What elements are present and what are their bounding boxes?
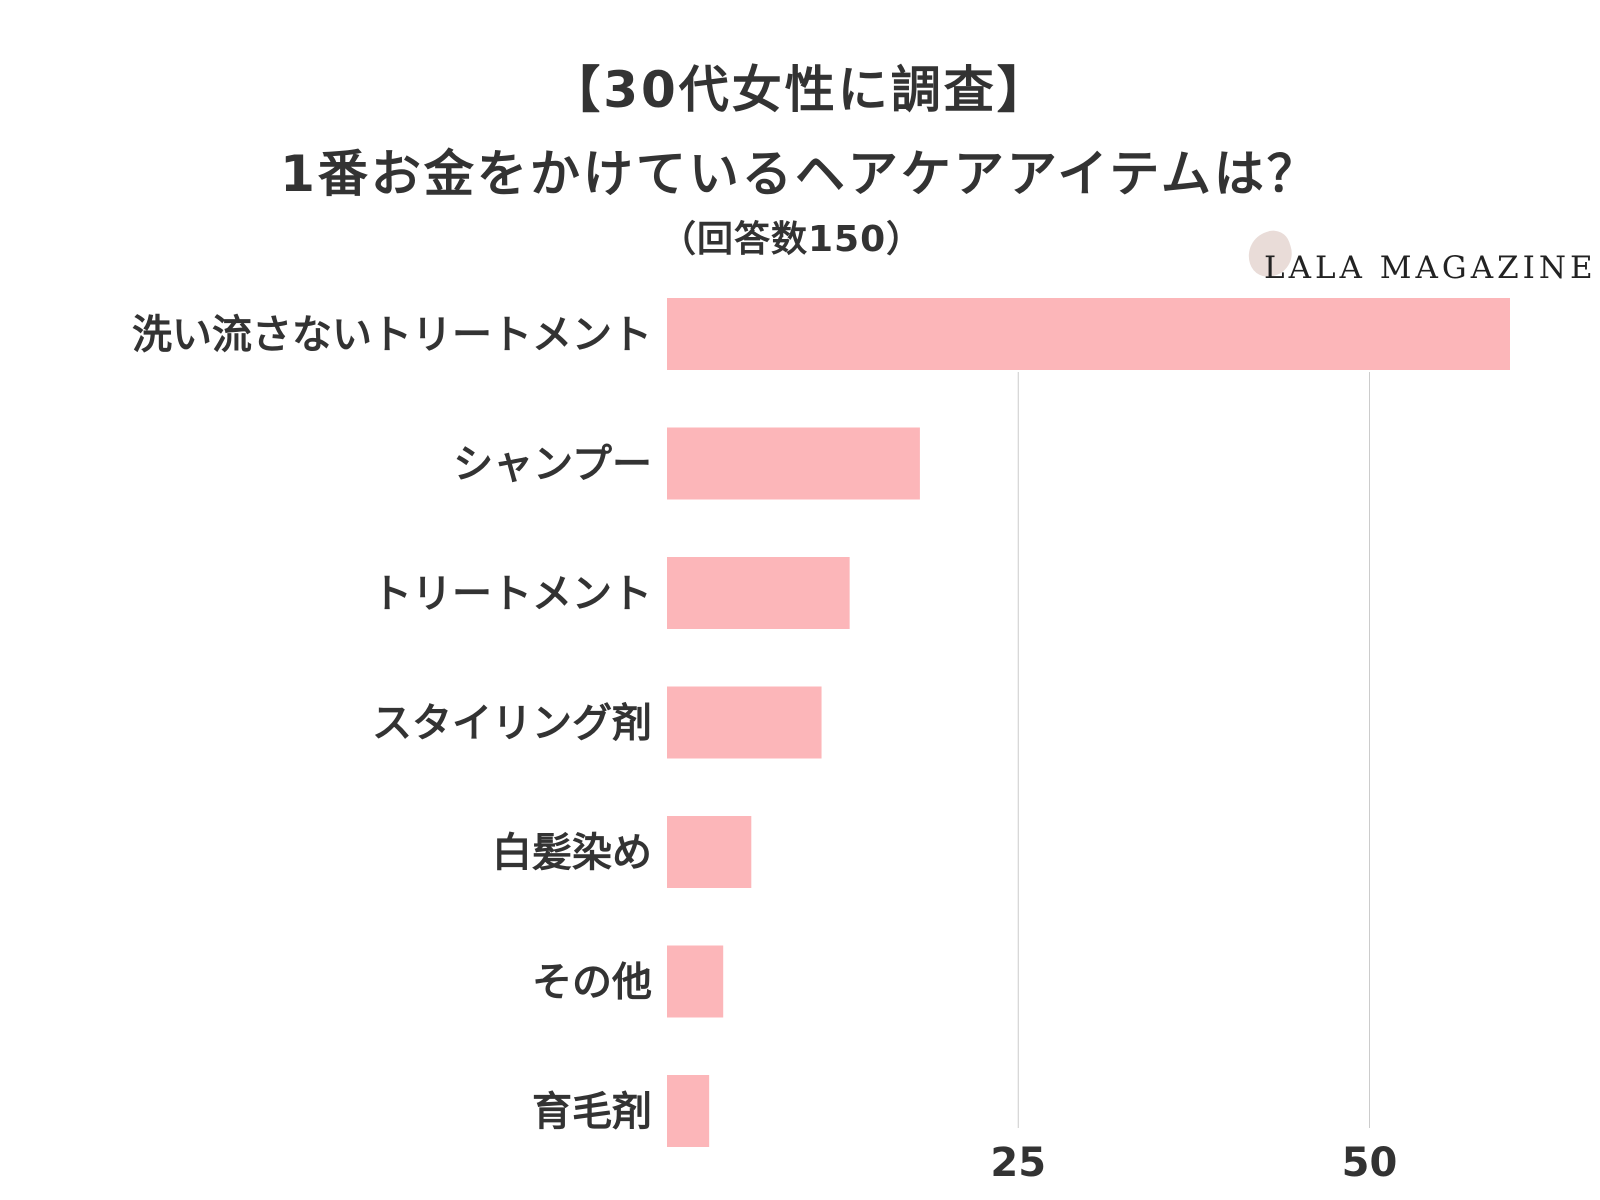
bar	[667, 686, 822, 759]
category-label: その他	[532, 960, 652, 1006]
category-label: スタイリング剤	[372, 701, 652, 747]
bar	[667, 298, 1510, 370]
chart-title-line-1: 【30代女性に調査】	[550, 61, 1050, 119]
category-label: トリートメント	[372, 571, 652, 617]
category-label: 洗い流さないトリートメント	[132, 312, 652, 358]
bar	[667, 427, 920, 500]
chart-title-line-2: 1番お金をかけているヘアケアアイテムは？	[280, 145, 1320, 203]
category-label: 育毛剤	[532, 1089, 652, 1135]
category-label: 白髪染め	[492, 830, 652, 876]
category-label: シャンプー	[453, 442, 652, 488]
logo-text: LALA MAGAZINE	[1264, 250, 1597, 286]
chart-title: 【30代女性に調査】 1番お金をかけているヘアケアアイテムは？	[0, 48, 1600, 216]
bar	[667, 816, 752, 888]
bar	[667, 945, 724, 1018]
bar	[667, 1075, 710, 1147]
chart-subtitle: （回答数150）	[660, 219, 924, 260]
x-tick-label: 50	[1342, 1140, 1398, 1186]
bar	[667, 557, 850, 629]
x-tick-label: 25	[990, 1140, 1046, 1186]
brand-logo: LALA MAGAZINE	[1240, 226, 1593, 296]
